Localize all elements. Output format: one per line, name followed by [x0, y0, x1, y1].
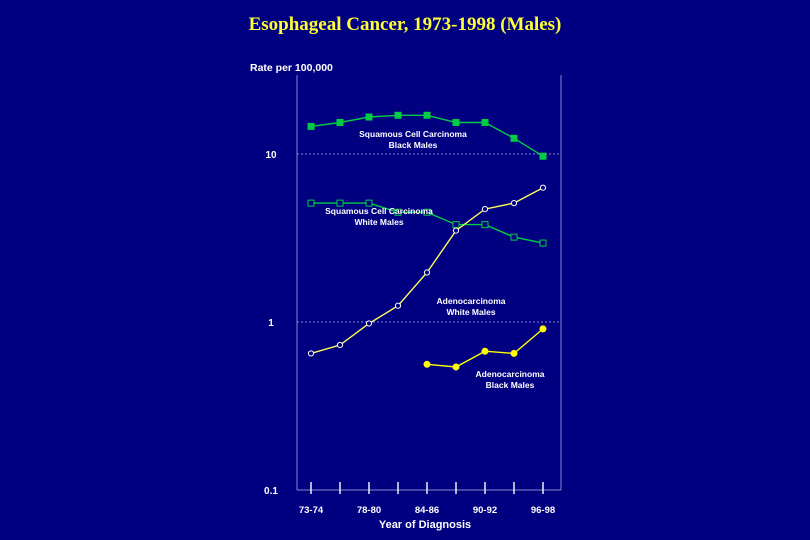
- data-point: [481, 347, 489, 355]
- data-point: [481, 205, 489, 213]
- data-point: [336, 118, 344, 126]
- data-point: [307, 199, 315, 207]
- x-axis-label: Year of Diagnosis: [379, 519, 471, 531]
- data-point: [307, 122, 315, 130]
- data-point: [539, 239, 547, 247]
- data-point: [307, 350, 315, 357]
- data-point: [423, 111, 431, 119]
- data-point: [394, 302, 402, 309]
- data-point: [452, 118, 460, 126]
- y-tick-label: 10: [265, 150, 277, 161]
- data-point: [365, 320, 373, 327]
- x-tick-label: 73-74: [299, 505, 324, 516]
- data-point: [452, 363, 460, 371]
- data-point: [452, 227, 460, 234]
- chart-title: Esophageal Cancer, 1973-1998 (Males): [248, 14, 562, 35]
- data-point: [510, 134, 518, 142]
- series-label: White Males: [446, 307, 495, 317]
- y-axis-label: Rate per 100,000: [250, 62, 333, 74]
- x-tick-label: 90-92: [473, 505, 497, 516]
- data-point: [539, 184, 547, 191]
- series-label: White Males: [354, 217, 403, 227]
- series-label: Squamous Cell Carcinoma: [359, 129, 467, 139]
- data-point: [481, 118, 489, 126]
- data-point: [510, 233, 518, 241]
- series-label: Squamous Cell Carcinoma: [325, 206, 433, 216]
- y-tick-label: 0.1: [264, 486, 278, 497]
- data-point: [423, 360, 431, 368]
- data-point: [336, 199, 344, 207]
- data-point: [365, 113, 373, 121]
- data-point: [423, 208, 431, 216]
- y-tick-label: 1: [268, 318, 274, 329]
- data-point: [539, 152, 547, 160]
- data-point: [365, 199, 373, 207]
- data-point: [452, 221, 460, 229]
- x-tick-label: 84-86: [415, 505, 439, 516]
- data-point: [539, 325, 547, 333]
- x-tick-label: 78-80: [357, 505, 381, 516]
- data-point: [336, 341, 344, 349]
- series-label: Black Males: [389, 140, 438, 150]
- x-tick-label: 96-98: [531, 505, 555, 516]
- data-point: [481, 221, 489, 229]
- data-point: [510, 349, 518, 357]
- series-label: Adenocarcinoma: [476, 369, 545, 379]
- data-point: [394, 111, 402, 119]
- data-point: [423, 269, 431, 276]
- data-point: [510, 200, 518, 207]
- series-label: Adenocarcinoma: [437, 296, 506, 306]
- series-label: Black Males: [486, 380, 535, 390]
- data-point: [394, 208, 402, 216]
